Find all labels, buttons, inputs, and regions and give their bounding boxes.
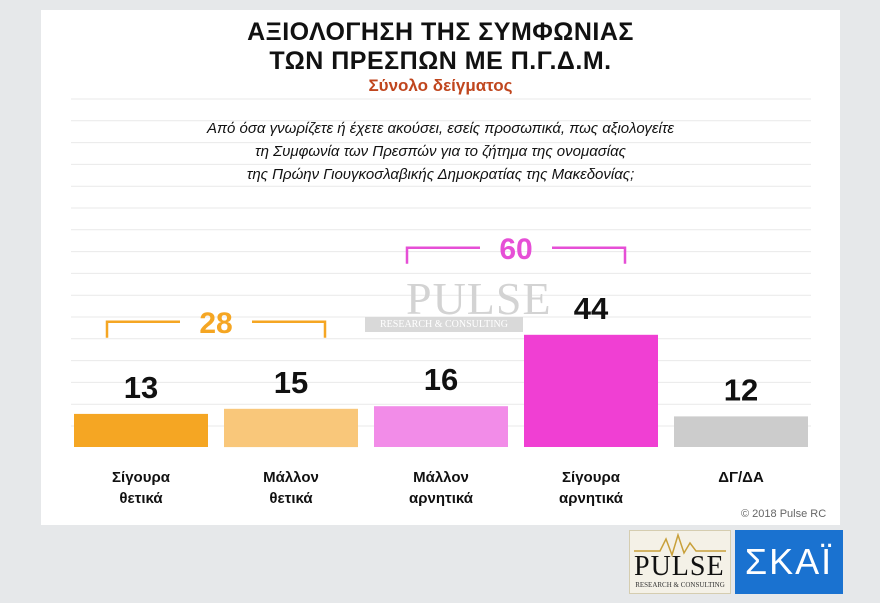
watermark-logo: PULSE xyxy=(406,273,552,324)
group-bracket xyxy=(252,320,327,338)
group-bracket xyxy=(552,246,627,264)
category-label: θετικά xyxy=(269,490,313,507)
bar xyxy=(74,413,208,447)
bar xyxy=(224,408,358,448)
category-label: Σίγουρα xyxy=(562,469,621,486)
bar xyxy=(524,334,658,447)
pulse-logo: PULSE RESEARCH & CONSULTING xyxy=(629,530,731,594)
skai-logo: ΣΚΑΪ xyxy=(735,530,843,594)
category-label: Σίγουρα xyxy=(112,469,171,486)
category-label: θετικά xyxy=(119,490,163,507)
question-line2: τη Συμφωνία των Πρεσπών για το ζήτημα τη… xyxy=(255,143,626,160)
chart-subtitle: Σύνολο δείγματος xyxy=(368,76,513,95)
group-total-label: 60 xyxy=(499,233,532,266)
bar-value-label: 44 xyxy=(574,291,609,326)
bar-value-label: 12 xyxy=(724,372,758,407)
bar-value-label: 16 xyxy=(424,362,458,397)
labels: 13 Σίγουρα θετικά 15 Μάλλον θετικά 16 Μάλλον αρν… xyxy=(112,233,764,507)
chart: 13 Σίγουρα θετικά 15 Μάλλον θετικά 16 Μάλλον αρν… xyxy=(71,98,811,507)
pulse-wave-icon xyxy=(634,533,726,557)
watermark-subtitle: RESEARCH & CONSULTING xyxy=(365,317,523,332)
pulse-logo-word: PULSE xyxy=(634,551,725,582)
category-label: ΔΓ/ΔΑ xyxy=(718,469,764,486)
category-label: αρνητικά xyxy=(559,490,624,507)
category-label: Μάλλον xyxy=(263,469,319,486)
pulse-logo-sub: RESEARCH & CONSULTING xyxy=(635,581,725,589)
group-bracket xyxy=(405,246,480,264)
bar-value-label: 15 xyxy=(274,365,308,400)
bar xyxy=(674,416,808,447)
bars xyxy=(74,334,808,448)
chart-title-line2: ΤΩΝ ΠΡΕΣΠΩΝ ΜΕ Π.Γ.Δ.Μ. xyxy=(269,47,612,75)
group-bracket xyxy=(105,320,180,338)
question-line3: της Πρώην Γιουγκοσλαβικής Δημοκρατίας τη… xyxy=(246,166,635,183)
copyright: © 2018 Pulse RC xyxy=(741,508,827,520)
chart-title-line1: ΑΞΙΟΛΟΓΗΣΗ ΤΗΣ ΣΥΜΦΩΝΙΑΣ xyxy=(247,18,634,46)
question-line1: Από όσα γνωρίζετε ή έχετε ακούσει, εσείς… xyxy=(206,120,675,137)
category-label: Μάλλον xyxy=(413,469,469,486)
category-label: αρνητικά xyxy=(409,490,474,507)
bar-value-label: 13 xyxy=(124,370,158,405)
group-brackets xyxy=(105,246,627,338)
bar xyxy=(374,406,508,447)
gridlines xyxy=(71,98,811,427)
chart-card: 13 Σίγουρα θετικά 15 Μάλλον θετικά 16 Μάλλον αρν… xyxy=(41,10,840,525)
group-total-label: 28 xyxy=(199,307,232,340)
